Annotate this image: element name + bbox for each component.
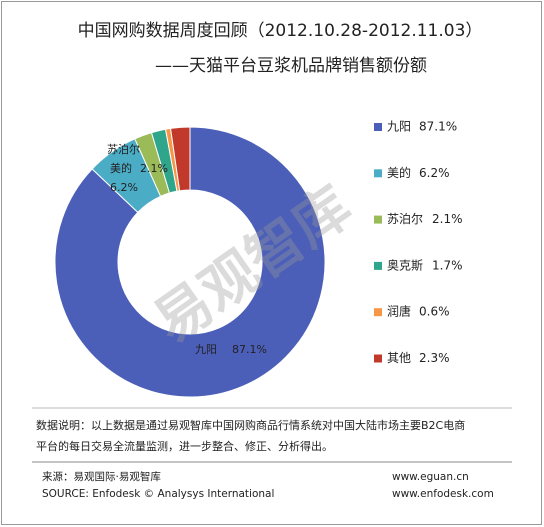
data-label: 87.1%	[232, 343, 267, 356]
legend-swatch	[374, 354, 382, 363]
data-label-name: 苏泊尔	[107, 143, 140, 156]
legend-label: 润唐	[387, 304, 411, 319]
legend-value: 1.7%	[432, 258, 463, 272]
chart-subtitle: ——天猫平台豆浆机品牌销售额份额	[155, 56, 427, 76]
source: 来源：易观国际·易观智库	[42, 470, 161, 483]
note-line: 数据说明：以上数据是通过易观智库中国网购商品行情系统对中国大陆市场主要B2C电商	[36, 418, 465, 432]
legend-label: 苏泊尔	[387, 211, 423, 226]
legend-label: 其他	[387, 351, 411, 365]
data-label: 6.2%	[110, 181, 138, 194]
legend-value: 0.6%	[419, 305, 450, 319]
slice	[169, 126, 191, 192]
plot: 九阳 87.1%美的 6.2%苏泊尔 2.1%奥克斯 1.7%润唐 0.6%其他 2.3%九…	[54, 120, 463, 398]
legend-label: 美的	[387, 165, 411, 180]
legend-swatch	[374, 308, 382, 317]
link: www.eguan.cn	[392, 471, 469, 483]
legend-label: 九阳	[387, 120, 411, 134]
legend-swatch	[374, 261, 382, 270]
legend-value: 6.2%	[419, 166, 450, 180]
chart-title: 中国网购数据周度回顾（2012.10.28-2012.11.03）	[78, 21, 483, 41]
legend-value: 2.1%	[432, 212, 463, 226]
data-label: 2.1%	[140, 162, 168, 175]
data-label-name: 九阳	[195, 343, 217, 356]
legend-swatch	[374, 215, 382, 224]
note-line: 平台的每日交易全流量监测，进一步整合、修正、分析得出。	[36, 439, 333, 453]
legend-swatch	[374, 169, 382, 178]
legend-swatch	[374, 123, 382, 131]
legend-label: 奥克斯	[387, 258, 423, 272]
legend-value: 2.3%	[419, 351, 450, 365]
data-label-name: 美的	[110, 161, 132, 175]
slice	[54, 126, 326, 398]
legend-value: 87.1%	[419, 120, 457, 134]
link: www.enfodesk.com	[392, 488, 494, 500]
source: SOURCE: Enfodesk © Analysys Internationa…	[42, 488, 274, 500]
